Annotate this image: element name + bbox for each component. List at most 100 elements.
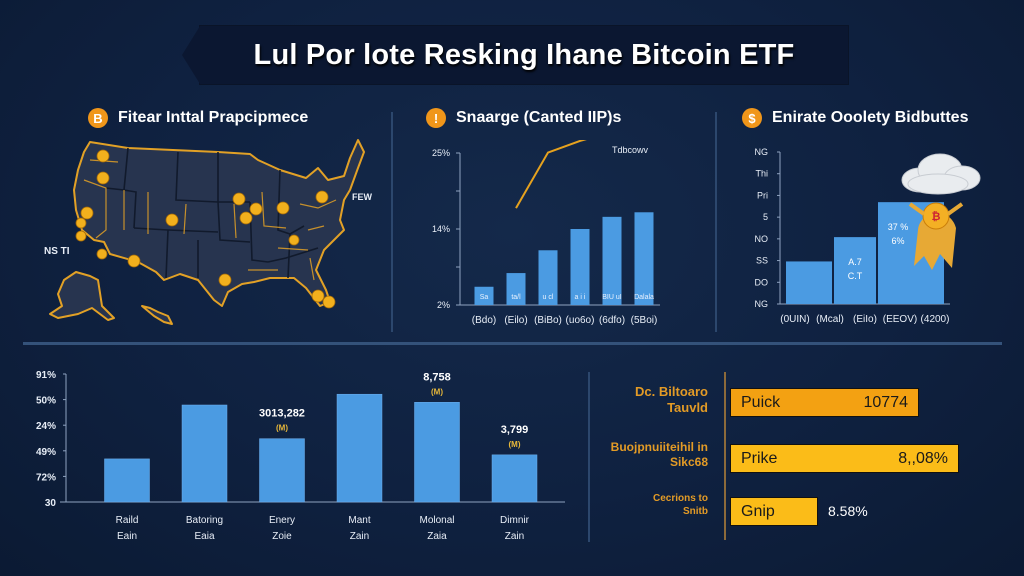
bitcoin-marker <box>311 289 325 303</box>
x-tick-label: Mant <box>348 515 370 526</box>
y-tick-label: SS <box>756 256 768 266</box>
y-tick-label: 91% <box>36 370 56 381</box>
x-tick-label: (5Boi) <box>631 315 658 326</box>
svg-text:₿: ₿ <box>932 211 941 223</box>
bar-label: 6% <box>891 236 904 246</box>
growth-panel-title: Snaarge (Canted IIP)s <box>456 109 622 126</box>
comparison-row-label: Buojpnuiiteihil in Sikc68 <box>590 440 708 470</box>
bitcoin-marker <box>218 273 232 287</box>
bar <box>491 454 538 503</box>
divider-vertical <box>588 372 590 542</box>
bitcoin-markers <box>75 149 336 309</box>
zones-chart: 30 72% 49% 24% 50% 91% Raild Eain Batoring Eaia 30… <box>36 370 565 542</box>
bitcoin-character: ₿ <box>908 202 964 270</box>
bar-label: BIU uI <box>602 294 622 301</box>
x-tick-label: (uo6o) <box>566 315 595 326</box>
y-tick-label: 50% <box>36 396 56 407</box>
bar <box>104 458 150 503</box>
x-tick-label: (0UIN) <box>780 314 809 325</box>
bitcoin-marker <box>75 230 87 242</box>
bar <box>336 393 383 503</box>
bitcoin-marker <box>75 217 87 229</box>
bar-label: Gnip <box>741 502 775 520</box>
y-tick-label: 72% <box>36 472 56 483</box>
bar <box>414 402 460 503</box>
map-alaska <box>49 271 115 321</box>
bitcoin-marker <box>96 171 110 185</box>
x-tick-label: Eain <box>117 531 137 542</box>
bitcoin-marker <box>127 254 141 268</box>
map-label-east: FEW <box>352 192 373 202</box>
x-tick-label: (BiBo) <box>534 315 562 326</box>
bitcoin-marker <box>96 149 110 163</box>
us-map: NS TI FEW <box>44 139 373 325</box>
x-tick-label: Zain <box>350 531 369 542</box>
bar-value-label: 3,799 <box>501 424 529 436</box>
bar <box>181 404 228 503</box>
bar-value: 8.58% <box>828 503 868 519</box>
x-tick-label: (EiIo) <box>853 314 877 325</box>
x-tick-label: (6dfo) <box>599 315 625 326</box>
bitcoin-marker <box>165 213 179 227</box>
growth-chart: 2% 14% 25% Sa (Bdo) ta/l (Eilo) u cl (BiBo) a i i… <box>432 140 660 326</box>
label-line: Cecrions to <box>652 493 708 504</box>
bar-label: 37 % <box>888 222 909 232</box>
label-line: Snitb <box>683 505 708 517</box>
divider-horizontal <box>23 342 1002 345</box>
bitcoin-marker <box>232 192 246 206</box>
y-tick-label: 49% <box>36 447 56 458</box>
bar-value-label: 3013,282 <box>259 408 305 420</box>
dollar-icon: $ <box>742 108 762 128</box>
bar-value: 8,,08% <box>898 449 948 467</box>
bar-unit-label: (M) <box>276 424 288 433</box>
bar-label: C.T <box>848 271 863 281</box>
divider-vertical <box>391 112 393 332</box>
y-tick-label: 25% <box>432 148 450 158</box>
title-banner: Lul Por lote Resking Ihane Bitcoin ETF <box>182 26 848 84</box>
comparison-bar: Prike 8,,08% <box>730 444 959 473</box>
y-tick-label: 30 <box>45 498 57 509</box>
bar <box>259 438 305 503</box>
x-tick-label: Eaia <box>194 531 214 542</box>
map-hawaii <box>141 305 173 325</box>
label-line: Sikc68 <box>669 455 708 469</box>
comparison-row-label: Cecrions to Snitb <box>590 493 708 518</box>
bar-unit-label: (M) <box>431 387 443 396</box>
bar <box>570 229 590 305</box>
x-tick-label: Raild <box>116 515 139 526</box>
x-tick-label: (EEOV) <box>883 314 917 325</box>
bar-label: ta/l <box>511 294 521 301</box>
x-tick-label: Dimnir <box>500 515 530 526</box>
y-tick-label: 5 <box>763 212 768 222</box>
bitcoin-marker <box>322 295 336 309</box>
x-tick-label: (Mcal) <box>816 314 844 325</box>
map-label-west: NS TI <box>44 246 70 257</box>
map-panel-header: B Fitear Inttal Prapcipmece <box>88 108 308 128</box>
bitcoin-marker <box>315 190 329 204</box>
comparison-bar: Puick 10774 <box>730 388 919 417</box>
label-line: Buojpnuiiteihil in <box>610 440 708 454</box>
bar <box>474 286 494 305</box>
bitcoin-marker <box>80 206 94 220</box>
y-tick-label: 24% <box>36 421 56 432</box>
bar <box>506 273 526 305</box>
y-tick-label: NG <box>755 299 769 309</box>
divider-vertical <box>715 112 717 332</box>
bar-label: Prike <box>741 449 778 467</box>
x-tick-label: (4200) <box>921 314 950 325</box>
x-tick-label: Enery <box>269 515 295 526</box>
bitcoin-marker <box>239 211 253 225</box>
x-tick-label: (Eilo) <box>504 315 527 326</box>
label-line: Dc. Biltoaro <box>635 384 708 399</box>
bitcoin-marker <box>96 248 108 260</box>
bitcoin-marker <box>249 202 263 216</box>
comparison-bar: Gnip <box>730 497 818 526</box>
y-tick-label: DO <box>755 277 769 287</box>
bar <box>786 261 832 304</box>
bar-label: Dalala <box>634 294 654 301</box>
bitcoin-marker <box>276 201 290 215</box>
x-tick-label: Molonal <box>419 515 454 526</box>
bar-value: 10774 <box>863 393 909 411</box>
label-line: Tauvld <box>667 400 708 416</box>
bar-label: Puick <box>741 393 781 411</box>
